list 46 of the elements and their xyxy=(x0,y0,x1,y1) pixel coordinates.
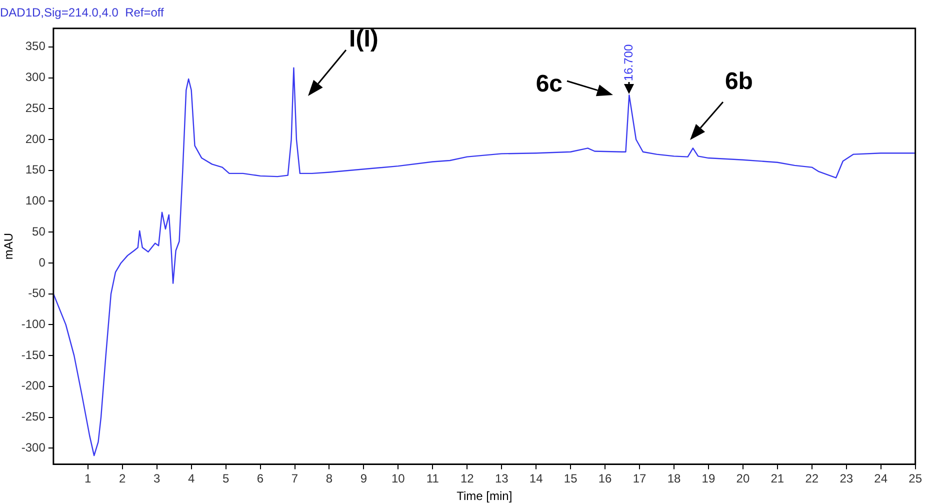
x-tick-label: 15 xyxy=(564,472,578,486)
x-tick-label: 4 xyxy=(188,472,195,486)
y-tick-label: 350 xyxy=(25,39,46,54)
y-tick-label: -150 xyxy=(21,348,46,362)
x-tick-label: 17 xyxy=(632,472,647,486)
y-tick-label: -200 xyxy=(21,378,46,393)
x-tick-label: 24 xyxy=(874,472,888,486)
x-tick-label: 13 xyxy=(494,472,509,486)
y-tick-label: 50 xyxy=(32,224,46,238)
x-tick-label: 10 xyxy=(392,472,406,486)
x-tick-label: 20 xyxy=(736,472,750,486)
x-tick-label: 5 xyxy=(222,472,230,486)
x-tick-label: 1 xyxy=(84,472,92,486)
y-axis-title: mAU xyxy=(2,232,16,260)
x-tick-label: 19 xyxy=(702,472,716,486)
annotation: 6c xyxy=(536,70,563,98)
y-tick-label: 100 xyxy=(25,194,46,208)
x-tick-label: 2 xyxy=(119,472,126,486)
x-tick-label: 25 xyxy=(908,472,922,486)
annotation: 6b xyxy=(724,68,753,95)
y-tick-label: -300 xyxy=(21,440,46,454)
x-tick-label: 7 xyxy=(291,472,298,486)
x-tick-label: 6 xyxy=(256,472,264,486)
x-tick-label: 8 xyxy=(326,472,333,486)
y-tick-label: -100 xyxy=(21,317,46,332)
y-tick-label: 250 xyxy=(25,100,46,115)
chart-title: DAD1D,Sig=214.0,4.0 Ref=off xyxy=(0,6,165,20)
x-axis-title: Time [min] xyxy=(456,489,512,504)
y-tick-label: -50 xyxy=(28,286,46,300)
y-tick-label: 150 xyxy=(25,162,46,177)
x-tick-label: 9 xyxy=(360,472,368,486)
y-tick-label: 200 xyxy=(25,132,46,146)
y-tick-label: 300 xyxy=(25,70,46,84)
x-tick-label: 14 xyxy=(529,472,544,486)
annotation: I(I) xyxy=(349,26,378,53)
x-tick-label: 11 xyxy=(426,472,440,486)
y-tick-label: -250 xyxy=(21,410,46,424)
x-tick-label: 21 xyxy=(770,472,784,486)
x-tick-label: 12 xyxy=(460,472,474,486)
x-tick-label: 22 xyxy=(805,472,819,486)
x-tick-label: 3 xyxy=(154,472,161,486)
x-tick-label: 23 xyxy=(840,472,854,486)
x-tick-label: 16 xyxy=(598,472,612,486)
y-tick-label: 0 xyxy=(38,255,46,270)
x-tick-label: 18 xyxy=(667,472,681,486)
annotation: 16.700 xyxy=(621,44,636,82)
